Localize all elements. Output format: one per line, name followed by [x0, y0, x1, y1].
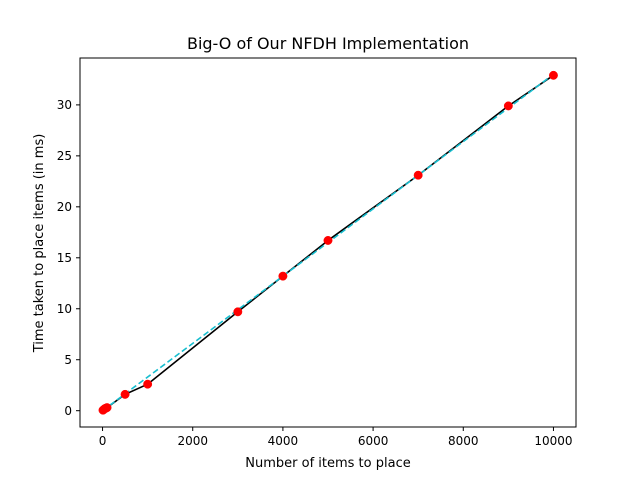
x-tick-label: 2000 — [177, 434, 208, 448]
axes-frame — [79, 57, 577, 428]
data-point — [120, 389, 130, 399]
x-tick-label: 6000 — [358, 434, 389, 448]
y-tick-label: 10 — [57, 302, 72, 316]
data-point — [143, 379, 153, 389]
y-axis-label: Time taken to place items (in ms) — [32, 134, 47, 354]
y-tick-label: 5 — [64, 353, 72, 367]
data-point — [549, 70, 558, 80]
x-tick-label: 10000 — [534, 434, 572, 448]
x-tick-label: 4000 — [268, 434, 299, 448]
data-point — [503, 101, 513, 111]
data-point — [413, 170, 423, 180]
y-tick-label: 15 — [57, 251, 72, 265]
plot-area — [98, 70, 558, 415]
y-tick-label: 25 — [57, 149, 72, 163]
y-tick-label: 30 — [57, 98, 72, 112]
chart-title: Big-O of Our NFDH Implementation — [187, 34, 469, 53]
y-tick-label: 20 — [57, 200, 72, 214]
data-point — [102, 403, 112, 413]
data-point — [323, 236, 333, 245]
axes: 0 2000 4000 6000 8000 10000 0 5 10 15 20 25 30 — [57, 57, 577, 448]
data-point — [278, 271, 288, 281]
x-axis-label: Number of items to place — [245, 456, 410, 471]
data-point — [233, 307, 243, 317]
x-tick-label: 8000 — [448, 434, 479, 448]
x-tick-label: 0 — [99, 434, 107, 448]
y-tick-label: 0 — [64, 404, 72, 418]
